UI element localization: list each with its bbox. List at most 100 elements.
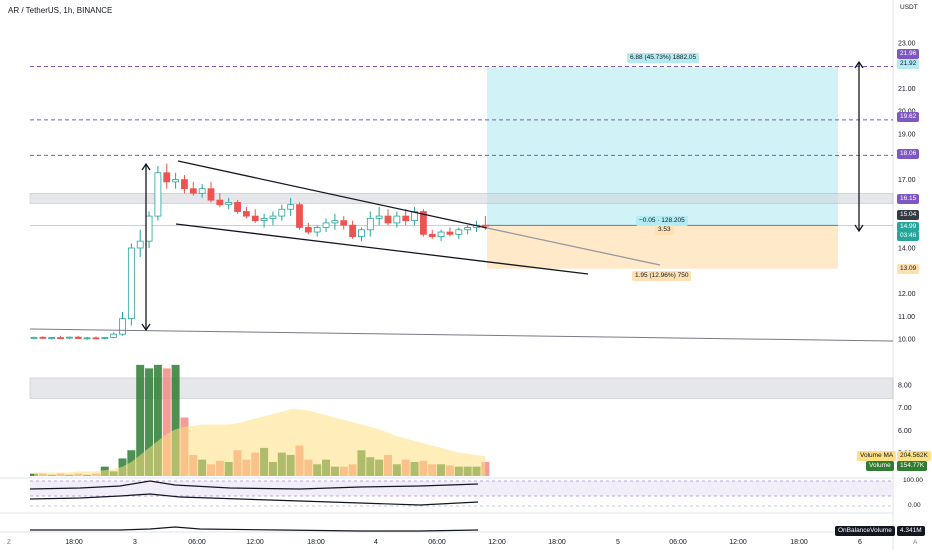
price-tag-19-62: 19.62: [897, 112, 920, 122]
price-tick: 10.00: [898, 337, 916, 344]
symbol-title: AR / TetherUS, 1h, BINANCE: [8, 6, 113, 15]
candle-body: [313, 227, 321, 233]
candle-body: [127, 247, 135, 320]
time-tick: 3: [133, 539, 137, 546]
price-tick: 6.00: [898, 428, 912, 435]
candle-body: [375, 215, 383, 219]
volume-ma-area: [34, 409, 486, 476]
candle-body: [66, 336, 73, 339]
candle-body: [296, 204, 303, 228]
candle-body: [428, 233, 436, 238]
stoch-band: [30, 481, 893, 496]
candle-body: [393, 215, 401, 224]
price-tick: 21.00: [898, 86, 916, 93]
target-label: 6.88 (45.73%) 1882.05: [627, 53, 700, 63]
time-tick: 18:00: [790, 539, 808, 546]
candle-body: [30, 336, 38, 339]
candle-body: [198, 188, 206, 194]
candle-body: [464, 227, 472, 231]
price-tag-15-04: 15.04: [897, 210, 920, 220]
candle-body: [83, 337, 91, 340]
obv-legend: OnBalanceVolume: [835, 526, 895, 536]
wedge-upper-line: [177, 160, 488, 229]
candle-body: [358, 229, 365, 237]
obv-line: [30, 526, 479, 532]
wedge-upper-extension: [486, 227, 661, 266]
candle-body: [411, 211, 418, 222]
price-tag-13-09: 13.09: [897, 264, 920, 274]
candle-body: [216, 199, 224, 206]
flagpole-arrow-head-top: [141, 162, 151, 171]
time-tick: 06:00: [188, 539, 206, 546]
volume-bar: [153, 364, 162, 476]
time-tick: 6: [858, 539, 862, 546]
currency-label: USDT: [900, 4, 918, 11]
time-tick: 06:00: [428, 539, 446, 546]
stoch-line-1: [29, 480, 479, 490]
price-tick: 14.00: [898, 246, 916, 253]
price-tag-16-15: 16.15: [897, 194, 920, 204]
candle-body: [48, 337, 56, 340]
candle-body: [384, 215, 392, 224]
volume-legend: Volume: [866, 461, 894, 471]
price-tick: 12.00: [898, 291, 916, 298]
candle-body: [74, 336, 82, 339]
support-band: [29, 377, 894, 399]
candle-body: [304, 227, 312, 233]
price-tag-current: 14.99: [897, 222, 920, 232]
candle-body: [402, 215, 410, 222]
candle-body: [110, 333, 118, 338]
candle-body: [278, 208, 286, 217]
price-tick: 7.00: [898, 405, 912, 412]
base-line: [29, 328, 894, 342]
candle-body: [163, 172, 171, 183]
time-tick: 06:00: [669, 539, 687, 546]
volume-bar: [136, 364, 145, 476]
candle-body: [349, 224, 357, 237]
candle-body: [340, 220, 348, 226]
volume-value: 154.77K: [897, 461, 928, 471]
candle-body: [455, 229, 463, 235]
auto-scale-icon[interactable]: A: [913, 539, 918, 546]
candle-body: [366, 217, 374, 231]
time-tick: 18:00: [65, 539, 83, 546]
candle-body: [181, 179, 188, 190]
candle-body: [136, 240, 144, 249]
candle-body: [242, 211, 250, 217]
candle-body: [154, 172, 162, 217]
candle-body: [260, 217, 268, 222]
time-tick: 4: [374, 539, 378, 546]
candle-body: [172, 179, 180, 183]
time-tick: 5: [616, 539, 620, 546]
time-tick: 12:00: [488, 539, 506, 546]
candle-body: [39, 336, 47, 339]
candle-body: [287, 204, 295, 210]
stoch-tick-100: 100.00: [903, 477, 923, 484]
flagpole-arrow-head-bottom: [141, 323, 151, 332]
price-tick: 11.00: [898, 314, 915, 321]
time-tick: 18:00: [548, 539, 566, 546]
stoch-tick-0: 0.00: [908, 502, 921, 509]
obv-value: 4.341M: [897, 526, 925, 536]
wedge-lower-line: [175, 223, 589, 275]
candle-body: [119, 318, 126, 335]
volume-bar: [171, 364, 180, 476]
price-tick: 23.00: [898, 40, 916, 47]
candle-body: [92, 337, 100, 340]
candle-body: [322, 222, 330, 228]
candle-body: [207, 188, 215, 201]
price-tick: 17.00: [898, 177, 916, 184]
zoom-z-icon[interactable]: Z: [7, 539, 11, 546]
stoch-line-2: [29, 493, 479, 506]
target-arrow-head-bottom: [854, 224, 864, 233]
volume-ma-value: 204.562K: [897, 451, 931, 461]
candle-body: [57, 337, 64, 340]
volume-ma-legend: Volume MA: [857, 451, 897, 461]
time-tick: 12:00: [729, 539, 747, 546]
price-tag-21-96: 21.96: [897, 49, 920, 59]
entry-label-2: 3.53: [655, 225, 674, 235]
candle-body: [145, 215, 153, 242]
candle-body: [251, 215, 259, 222]
price-tick: 19.00: [898, 132, 916, 139]
